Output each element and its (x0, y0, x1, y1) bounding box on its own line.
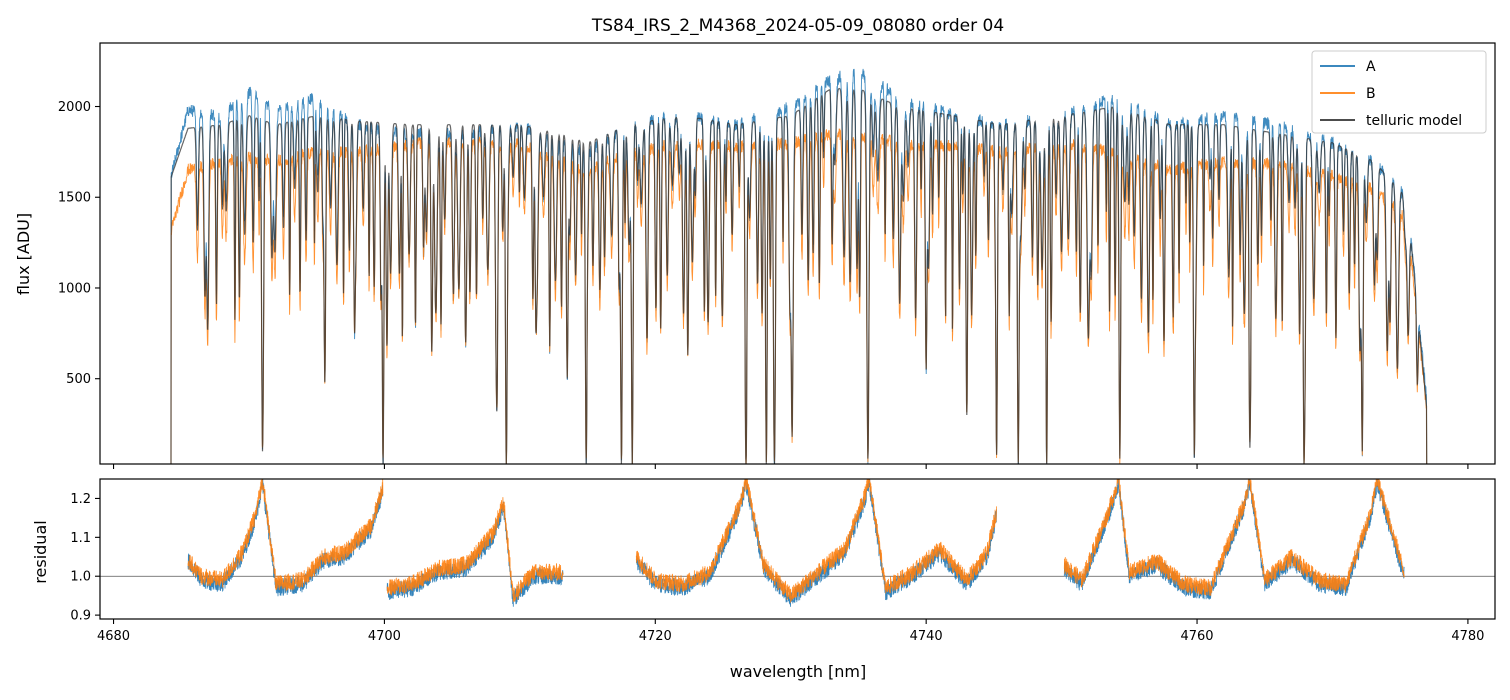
residual-y-tick-label: 1.0 (70, 570, 91, 585)
residual-line-b (187, 479, 384, 592)
residual-y-tick-label: 1.2 (70, 492, 91, 507)
flux-y-tick-label: 500 (66, 372, 91, 387)
residual-panel-frame (99, 478, 1496, 620)
legend-label-a: A (1366, 59, 1376, 75)
flux-panel: 500 1000 1500 2000 flux [ADU] A B telluric … (14, 42, 1496, 469)
x-tick-label: 4680 (97, 629, 130, 644)
legend: A B telluric model (1311, 50, 1487, 134)
series-line-a (170, 68, 1428, 464)
legend-frame (1311, 50, 1487, 134)
x-tick-label: 4700 (368, 629, 401, 644)
x-tick-label: 4740 (910, 629, 943, 644)
x-axis-label: wavelength [nm] (730, 662, 867, 681)
flux-y-axis-label: flux [ADU] (14, 213, 33, 295)
flux-panel-frame (99, 42, 1496, 465)
residual-y-tick-label: 0.9 (70, 609, 91, 624)
flux-y-tick-label: 2000 (58, 100, 91, 115)
residual-line-a (187, 479, 384, 597)
flux-y-tick-label: 1500 (58, 191, 91, 206)
residual-line-b (635, 479, 997, 603)
x-tick-label: 4760 (1180, 629, 1213, 644)
residual-y-axis-label: residual (31, 520, 50, 583)
residual-y-tick-label: 1.1 (70, 531, 91, 546)
flux-y-tick-label: 1000 (58, 281, 91, 296)
legend-label-telluric: telluric model (1366, 113, 1462, 129)
legend-label-b: B (1366, 86, 1376, 102)
x-tick-label: 4780 (1451, 629, 1484, 644)
residual-line-b (386, 497, 564, 602)
residual-panel: 4680 4700 4720 4740 4760 4780 0.9 1.0 1.1 1.2 wa… (31, 478, 1496, 681)
chart-title: TS84_IRS_2_M4368_2024-05-09_08080 order … (591, 16, 1004, 36)
residual-line-a (635, 479, 997, 607)
residual-line-b (1063, 479, 1405, 596)
series-line-telluric-model (170, 87, 1428, 464)
x-tick-label: 4720 (639, 629, 672, 644)
